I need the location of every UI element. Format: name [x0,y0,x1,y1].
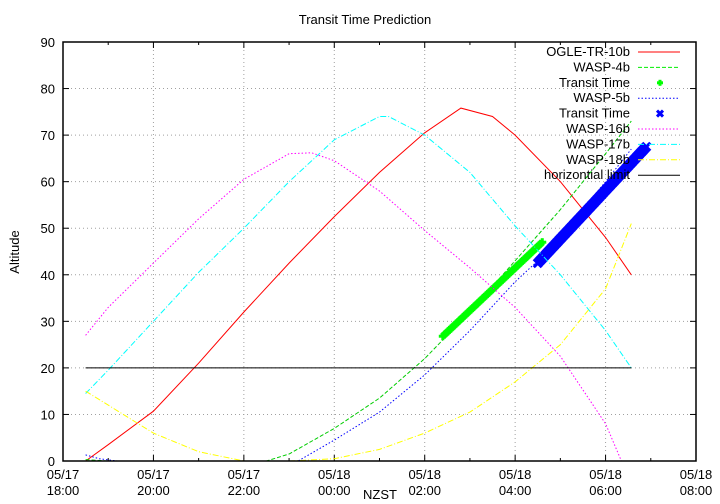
legend-label: OGLE-TR-10b [546,44,630,59]
y-tick-label: 60 [41,175,55,190]
plot-border [62,41,697,462]
series-wasp-18b [85,223,632,462]
y-tick-label: 70 [41,128,55,143]
legend-label: WASP-5b [573,90,630,105]
x-tick-date: 05/17 [228,467,261,482]
x-tick-time: 00:00 [318,483,351,498]
x-tick-date: 05/18 [408,467,441,482]
legend-label: horizontial limit [544,167,630,182]
chart-title: Transit Time Prediction [299,12,431,27]
x-tick-time: 22:00 [228,483,261,498]
x-tick-time: 08:00 [680,483,713,498]
series-wasp-16b [85,152,622,462]
x-axis-label: NZST [363,487,397,502]
y-tick-label: 90 [41,35,55,50]
x-tick-date: 05/18 [680,467,713,482]
legend-label: WASP-16b [566,121,630,136]
y-tick-label: 0 [48,454,55,469]
y-tick-label: 80 [41,82,55,97]
x-tick-date: 05/17 [137,467,170,482]
x-tick-date: 05/18 [589,467,622,482]
y-tick-label: 10 [41,407,55,422]
x-tick-date: 05/18 [318,467,351,482]
x-tick-time: 18:00 [47,483,80,498]
x-tick-time: 20:00 [137,483,170,498]
series-lines [85,107,652,462]
y-axis-ticks: 0 10 20 30 40 50 60 70 80 90 [41,35,696,469]
legend-label: Transit Time [559,75,630,90]
x-tick-date: 05/18 [499,467,532,482]
y-tick-label: 30 [41,314,55,329]
y-tick-label: 40 [41,268,55,283]
legend-label: WASP-18b [566,152,630,167]
y-tick-label: 20 [41,361,55,376]
series-wasp-17b [85,116,632,394]
legend-label: WASP-4b [573,59,630,74]
x-tick-time: 02:00 [408,483,441,498]
legend-label: WASP-17b [566,136,630,151]
x-tick-date: 05/17 [47,467,80,482]
series-wasp-4b [85,120,632,462]
legend-label: Transit Time [559,106,630,121]
x-tick-time: 04:00 [499,483,532,498]
y-axis-label: Altitude [7,230,22,273]
x-tick-time: 06:00 [589,483,622,498]
x-axis-ticks: 05/1718:0005/1720:0005/1722:0005/1800:00… [47,42,713,498]
y-tick-label: 50 [41,221,55,236]
series-ogle-tr-10b [85,107,632,462]
